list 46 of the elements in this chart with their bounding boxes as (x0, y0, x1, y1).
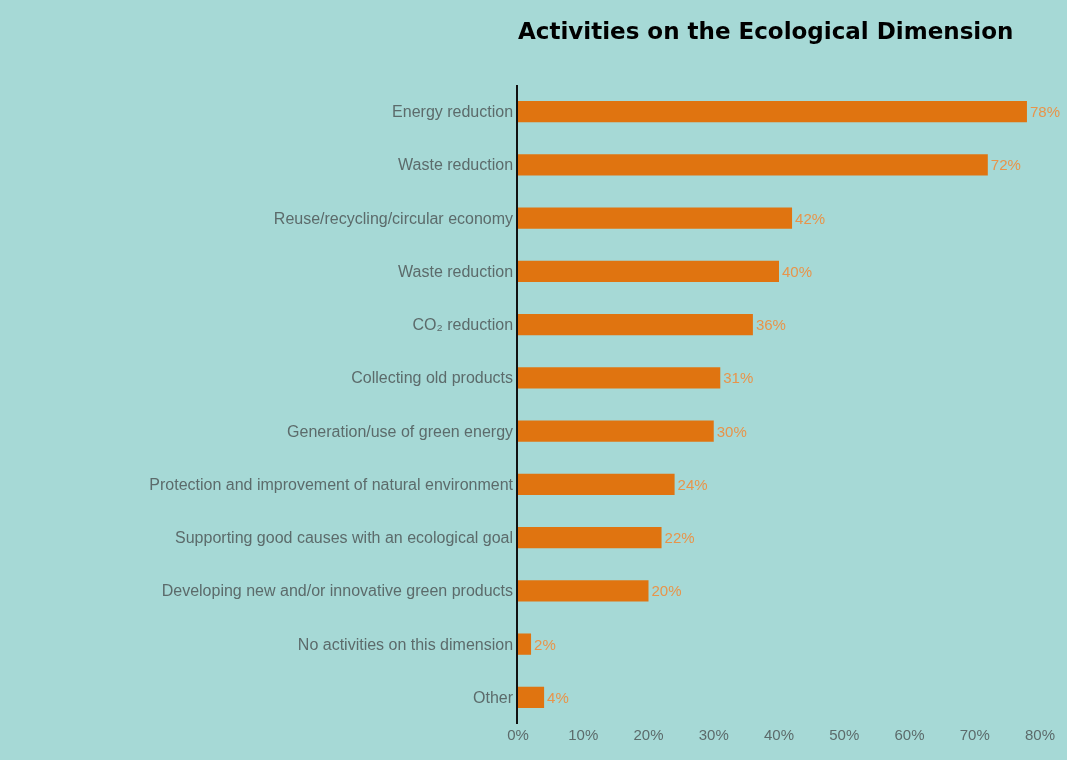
data-label: 36% (755, 316, 786, 334)
x-tick-label: 80% (1024, 726, 1056, 743)
bar (518, 313, 753, 336)
y-tick-label: Reuse/recycling/circular economy (273, 209, 514, 227)
x-tick-label: 0% (507, 726, 529, 743)
bar (518, 420, 714, 442)
x-tick-label: 30% (698, 726, 729, 743)
bar (518, 633, 532, 655)
y-tick-label: Protection and improvement of natural environment (149, 475, 514, 493)
y-tick-label: Collecting old products (351, 369, 514, 387)
y-tick-label: Waste reduction (398, 156, 514, 174)
data-label: 22% (664, 529, 695, 547)
data-label: 20% (651, 582, 682, 600)
data-label: 72% (990, 156, 1021, 174)
bar (518, 154, 988, 176)
y-tick-label: CO₂ reduction (412, 316, 514, 334)
data-label: 4% (547, 688, 569, 706)
y-tick-label: Developing new and/or innovative green products (161, 582, 514, 600)
data-label: 31% (723, 369, 754, 387)
y-tick-label: Other (473, 688, 514, 706)
x-tick-label: 70% (959, 726, 990, 743)
data-label: 30% (716, 422, 747, 440)
bar (518, 580, 649, 602)
y-tick-label: Energy reduction (392, 103, 514, 121)
bar (518, 526, 662, 549)
bar (518, 207, 793, 229)
data-label: 24% (677, 475, 708, 493)
x-tick-label: 10% (568, 726, 599, 743)
chart-title: Activities on the Ecological Dimension (518, 17, 1014, 44)
x-tick-label: 20% (633, 726, 664, 743)
data-label: 40% (782, 262, 813, 280)
bar (518, 100, 1027, 123)
bar (518, 473, 675, 496)
bar (518, 686, 545, 709)
x-tick-label: 60% (894, 726, 925, 743)
y-tick-label: Waste reduction (398, 262, 514, 280)
data-label: 78% (1029, 103, 1060, 121)
y-tick-label: No activities on this dimension (297, 635, 514, 653)
y-tick-label: Generation/use of green energy (287, 422, 514, 440)
bar (518, 260, 779, 283)
y-tick-label: Supporting good causes with an ecological goal (175, 529, 514, 547)
data-label: 42% (795, 209, 826, 227)
x-tick-label: 40% (763, 726, 795, 743)
data-label: 2% (534, 635, 556, 653)
x-tick-label: 50% (829, 726, 860, 743)
bar (518, 367, 721, 389)
